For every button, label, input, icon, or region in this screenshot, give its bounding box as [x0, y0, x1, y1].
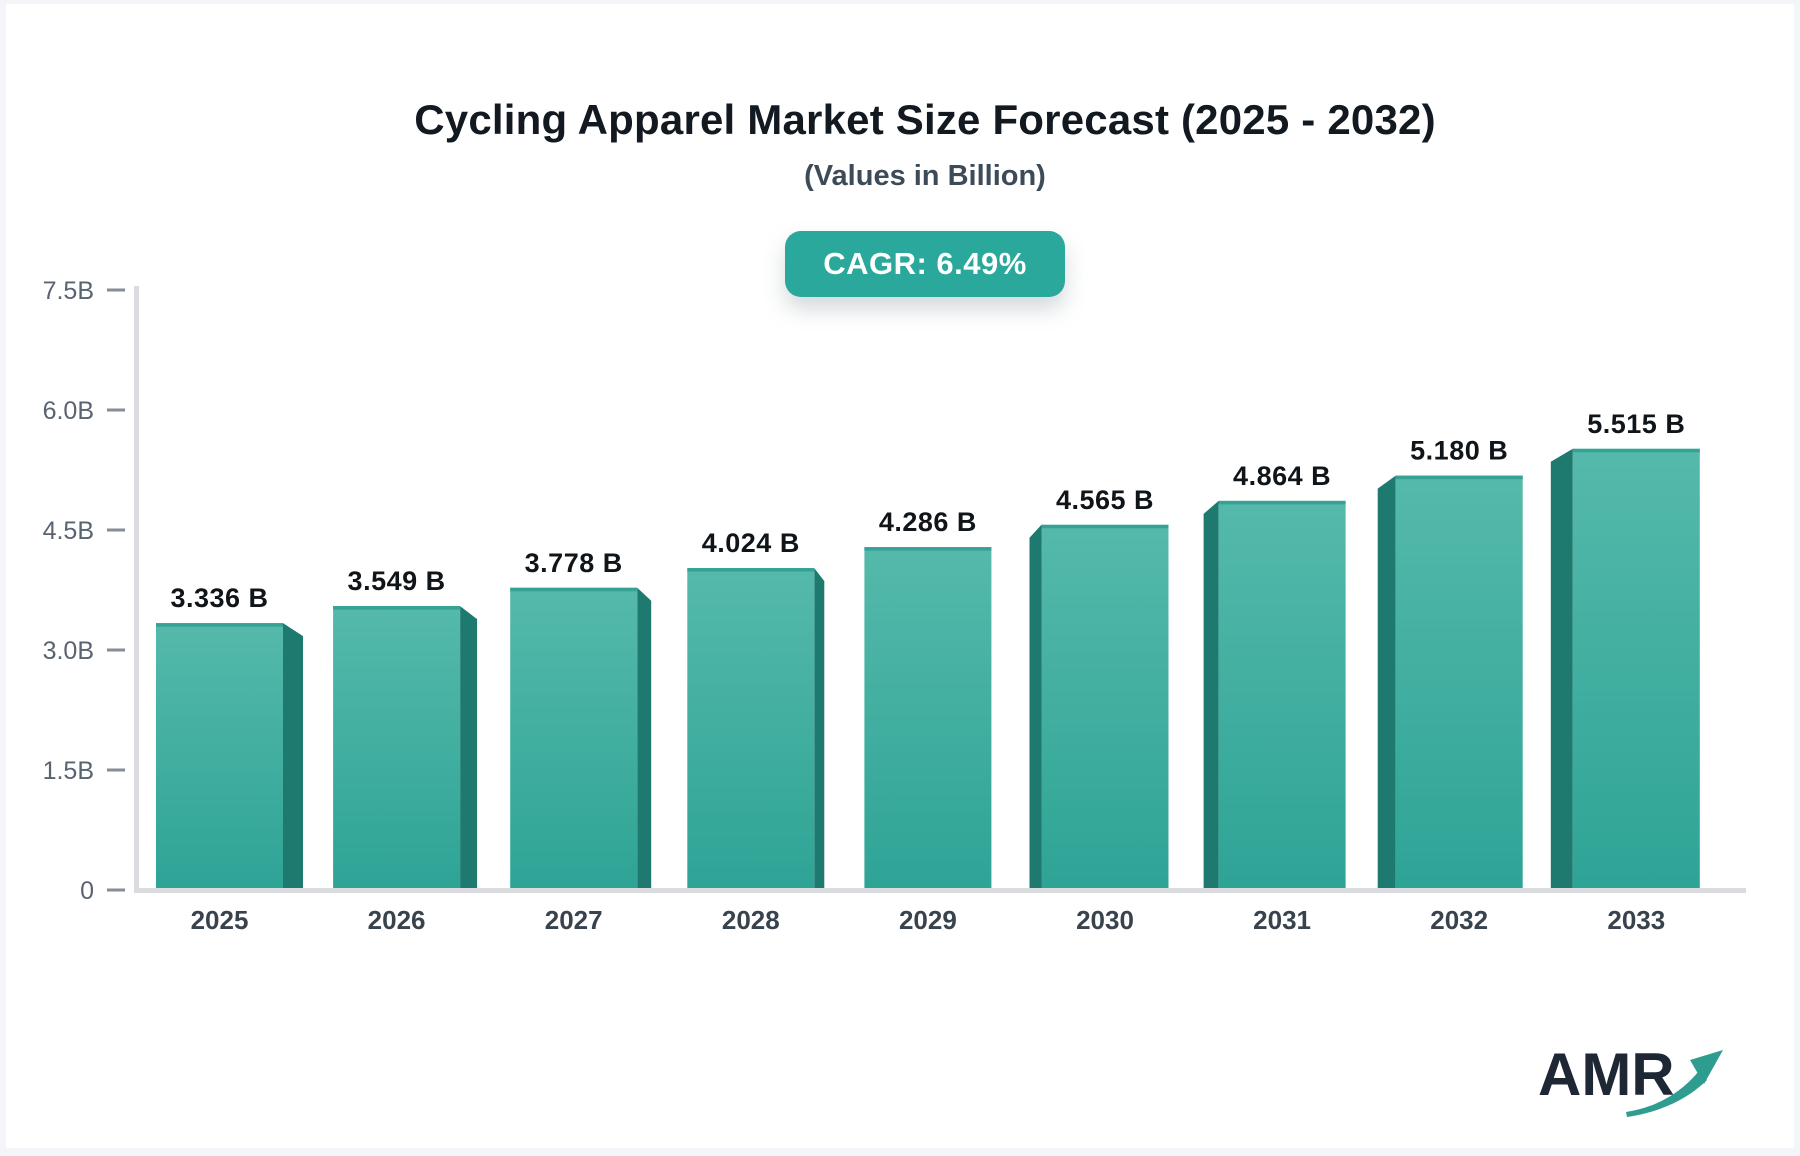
y-tick-mark [107, 528, 125, 532]
x-axis-label-2032: 2032 [1430, 905, 1488, 935]
x-axis-label-2031: 2031 [1253, 905, 1311, 935]
bar-2033 [1572, 448, 1700, 888]
bar-group-2029: 4.286 B 2029 [864, 507, 992, 935]
bar-2025 [156, 623, 283, 888]
chart-header: Cycling Apparel Market Size Forecast (20… [56, 96, 1794, 297]
bar-value-label: 3.778 B [525, 548, 623, 578]
y-tick-label: 0 [80, 877, 94, 905]
bar-2029 [864, 547, 992, 888]
amr-logo: AMR [1538, 1040, 1738, 1130]
bar-2028 [687, 568, 815, 888]
x-axis-label-2030: 2030 [1076, 905, 1134, 935]
bar-2026 [333, 606, 461, 888]
bar-2027 [510, 587, 638, 888]
bar-top-edge [156, 623, 283, 627]
bar-side-3d [1377, 475, 1396, 888]
amr-logo-text: AMR [1538, 1041, 1675, 1108]
bar-top-edge [510, 587, 638, 592]
bar-value-label: 4.864 B [1233, 461, 1331, 491]
y-axis-line [134, 286, 139, 890]
bar-value-label: 3.336 B [170, 583, 268, 613]
bar-top-edge [1395, 475, 1523, 480]
bar-value-label: 4.565 B [1056, 485, 1154, 515]
growth-arrow-icon [1626, 1050, 1723, 1117]
bar-value-label: 3.549 B [348, 566, 446, 596]
chart-card: Cycling Apparel Market Size Forecast (20… [6, 4, 1794, 1148]
y-tick-mark [107, 408, 125, 412]
bar-value-label: 5.180 B [1410, 436, 1508, 466]
y-tick-label: 7.5B [43, 277, 94, 305]
bar-side-3d [814, 568, 825, 888]
bar-group-2030: 4.565 B 2030 [1029, 485, 1169, 935]
bar-side-3d [460, 606, 478, 888]
bar-side-3d [1550, 448, 1573, 888]
x-axis-label-2027: 2027 [545, 905, 603, 935]
bar-top-edge [1041, 524, 1169, 529]
x-axis-label-2029: 2029 [899, 905, 957, 935]
bar-top-edge [333, 606, 461, 610]
bar-group-2033: 5.515 B 2033 [1550, 409, 1700, 935]
bar-side-3d [283, 623, 303, 888]
y-tick-label: 6.0B [43, 397, 94, 425]
bar-group-2031: 4.864 B 2031 [1203, 461, 1346, 935]
bar-top-edge [687, 568, 815, 572]
bar-top-edge [1218, 500, 1346, 505]
bar-2031 [1218, 500, 1346, 888]
bar-group-2027: 3.778 B 2027 [510, 548, 652, 935]
bar-top-edge [864, 547, 992, 551]
x-axis-label-2025: 2025 [191, 905, 249, 935]
bar-top-edge [1572, 448, 1700, 453]
x-axis-label-2033: 2033 [1607, 905, 1665, 935]
chart-title: Cycling Apparel Market Size Forecast (20… [414, 96, 1436, 143]
y-tick-mark [107, 888, 125, 892]
y-tick-mark [107, 768, 125, 772]
bar-group-2028: 4.024 B 2028 [687, 528, 825, 935]
y-axis: 0 1.5B 3.0B 4.5B 6.0B 7.5B [43, 277, 125, 905]
x-axis-label-2028: 2028 [722, 905, 780, 935]
bar-group-2025: 3.336 B 2025 [156, 583, 303, 935]
chart-subtitle: (Values in Billion) [804, 160, 1046, 192]
x-axis-label-2026: 2026 [368, 905, 426, 935]
bar-2032 [1395, 475, 1523, 888]
cagr-badge: CAGR: 6.49% [785, 231, 1065, 297]
bar-group-2026: 3.549 B 2026 [333, 566, 478, 935]
bar-side-3d [1029, 524, 1042, 888]
bar-2030 [1041, 524, 1169, 888]
y-tick-mark [107, 648, 125, 652]
bar-value-label: 4.286 B [879, 507, 977, 537]
y-tick-label: 1.5B [43, 757, 94, 785]
x-axis-line [134, 888, 1746, 893]
bar-value-label: 4.024 B [702, 528, 800, 558]
bar-side-3d [1203, 500, 1219, 888]
bar-side-3d [637, 587, 652, 888]
bar-value-label: 5.515 B [1587, 409, 1685, 439]
y-tick-label: 3.0B [43, 637, 94, 665]
y-tick-mark [107, 288, 125, 292]
bar-chart: 0 1.5B 3.0B 4.5B 6.0B 7.5B 3.336 B 2025 3.549 B 2… [43, 277, 1746, 935]
y-tick-label: 4.5B [43, 517, 94, 545]
bar-group-2032: 5.180 B 2032 [1377, 436, 1523, 935]
